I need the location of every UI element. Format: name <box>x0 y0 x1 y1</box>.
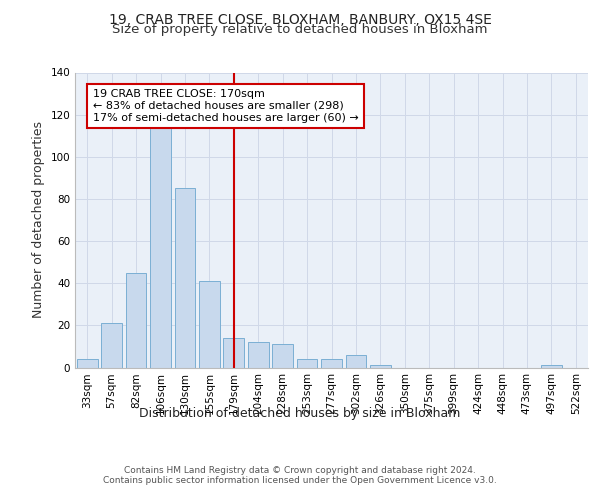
Bar <box>175 188 196 368</box>
Bar <box>346 355 367 368</box>
Text: 19 CRAB TREE CLOSE: 170sqm
← 83% of detached houses are smaller (298)
17% of sem: 19 CRAB TREE CLOSE: 170sqm ← 83% of deta… <box>92 90 358 122</box>
Bar <box>248 342 269 367</box>
Text: Size of property relative to detached houses in Bloxham: Size of property relative to detached ho… <box>112 22 488 36</box>
Bar <box>370 366 391 368</box>
Y-axis label: Number of detached properties: Number of detached properties <box>32 122 45 318</box>
Text: 19, CRAB TREE CLOSE, BLOXHAM, BANBURY, OX15 4SE: 19, CRAB TREE CLOSE, BLOXHAM, BANBURY, O… <box>109 12 491 26</box>
Bar <box>199 281 220 368</box>
Bar <box>541 366 562 368</box>
Bar <box>125 272 146 368</box>
Bar <box>296 359 317 368</box>
Bar <box>101 324 122 368</box>
Bar <box>77 359 98 368</box>
Bar <box>150 125 171 368</box>
Text: Contains HM Land Registry data © Crown copyright and database right 2024.: Contains HM Land Registry data © Crown c… <box>124 466 476 475</box>
Bar <box>272 344 293 368</box>
Bar <box>223 338 244 368</box>
Text: Contains public sector information licensed under the Open Government Licence v3: Contains public sector information licen… <box>103 476 497 485</box>
Bar <box>321 359 342 368</box>
Text: Distribution of detached houses by size in Bloxham: Distribution of detached houses by size … <box>139 408 461 420</box>
